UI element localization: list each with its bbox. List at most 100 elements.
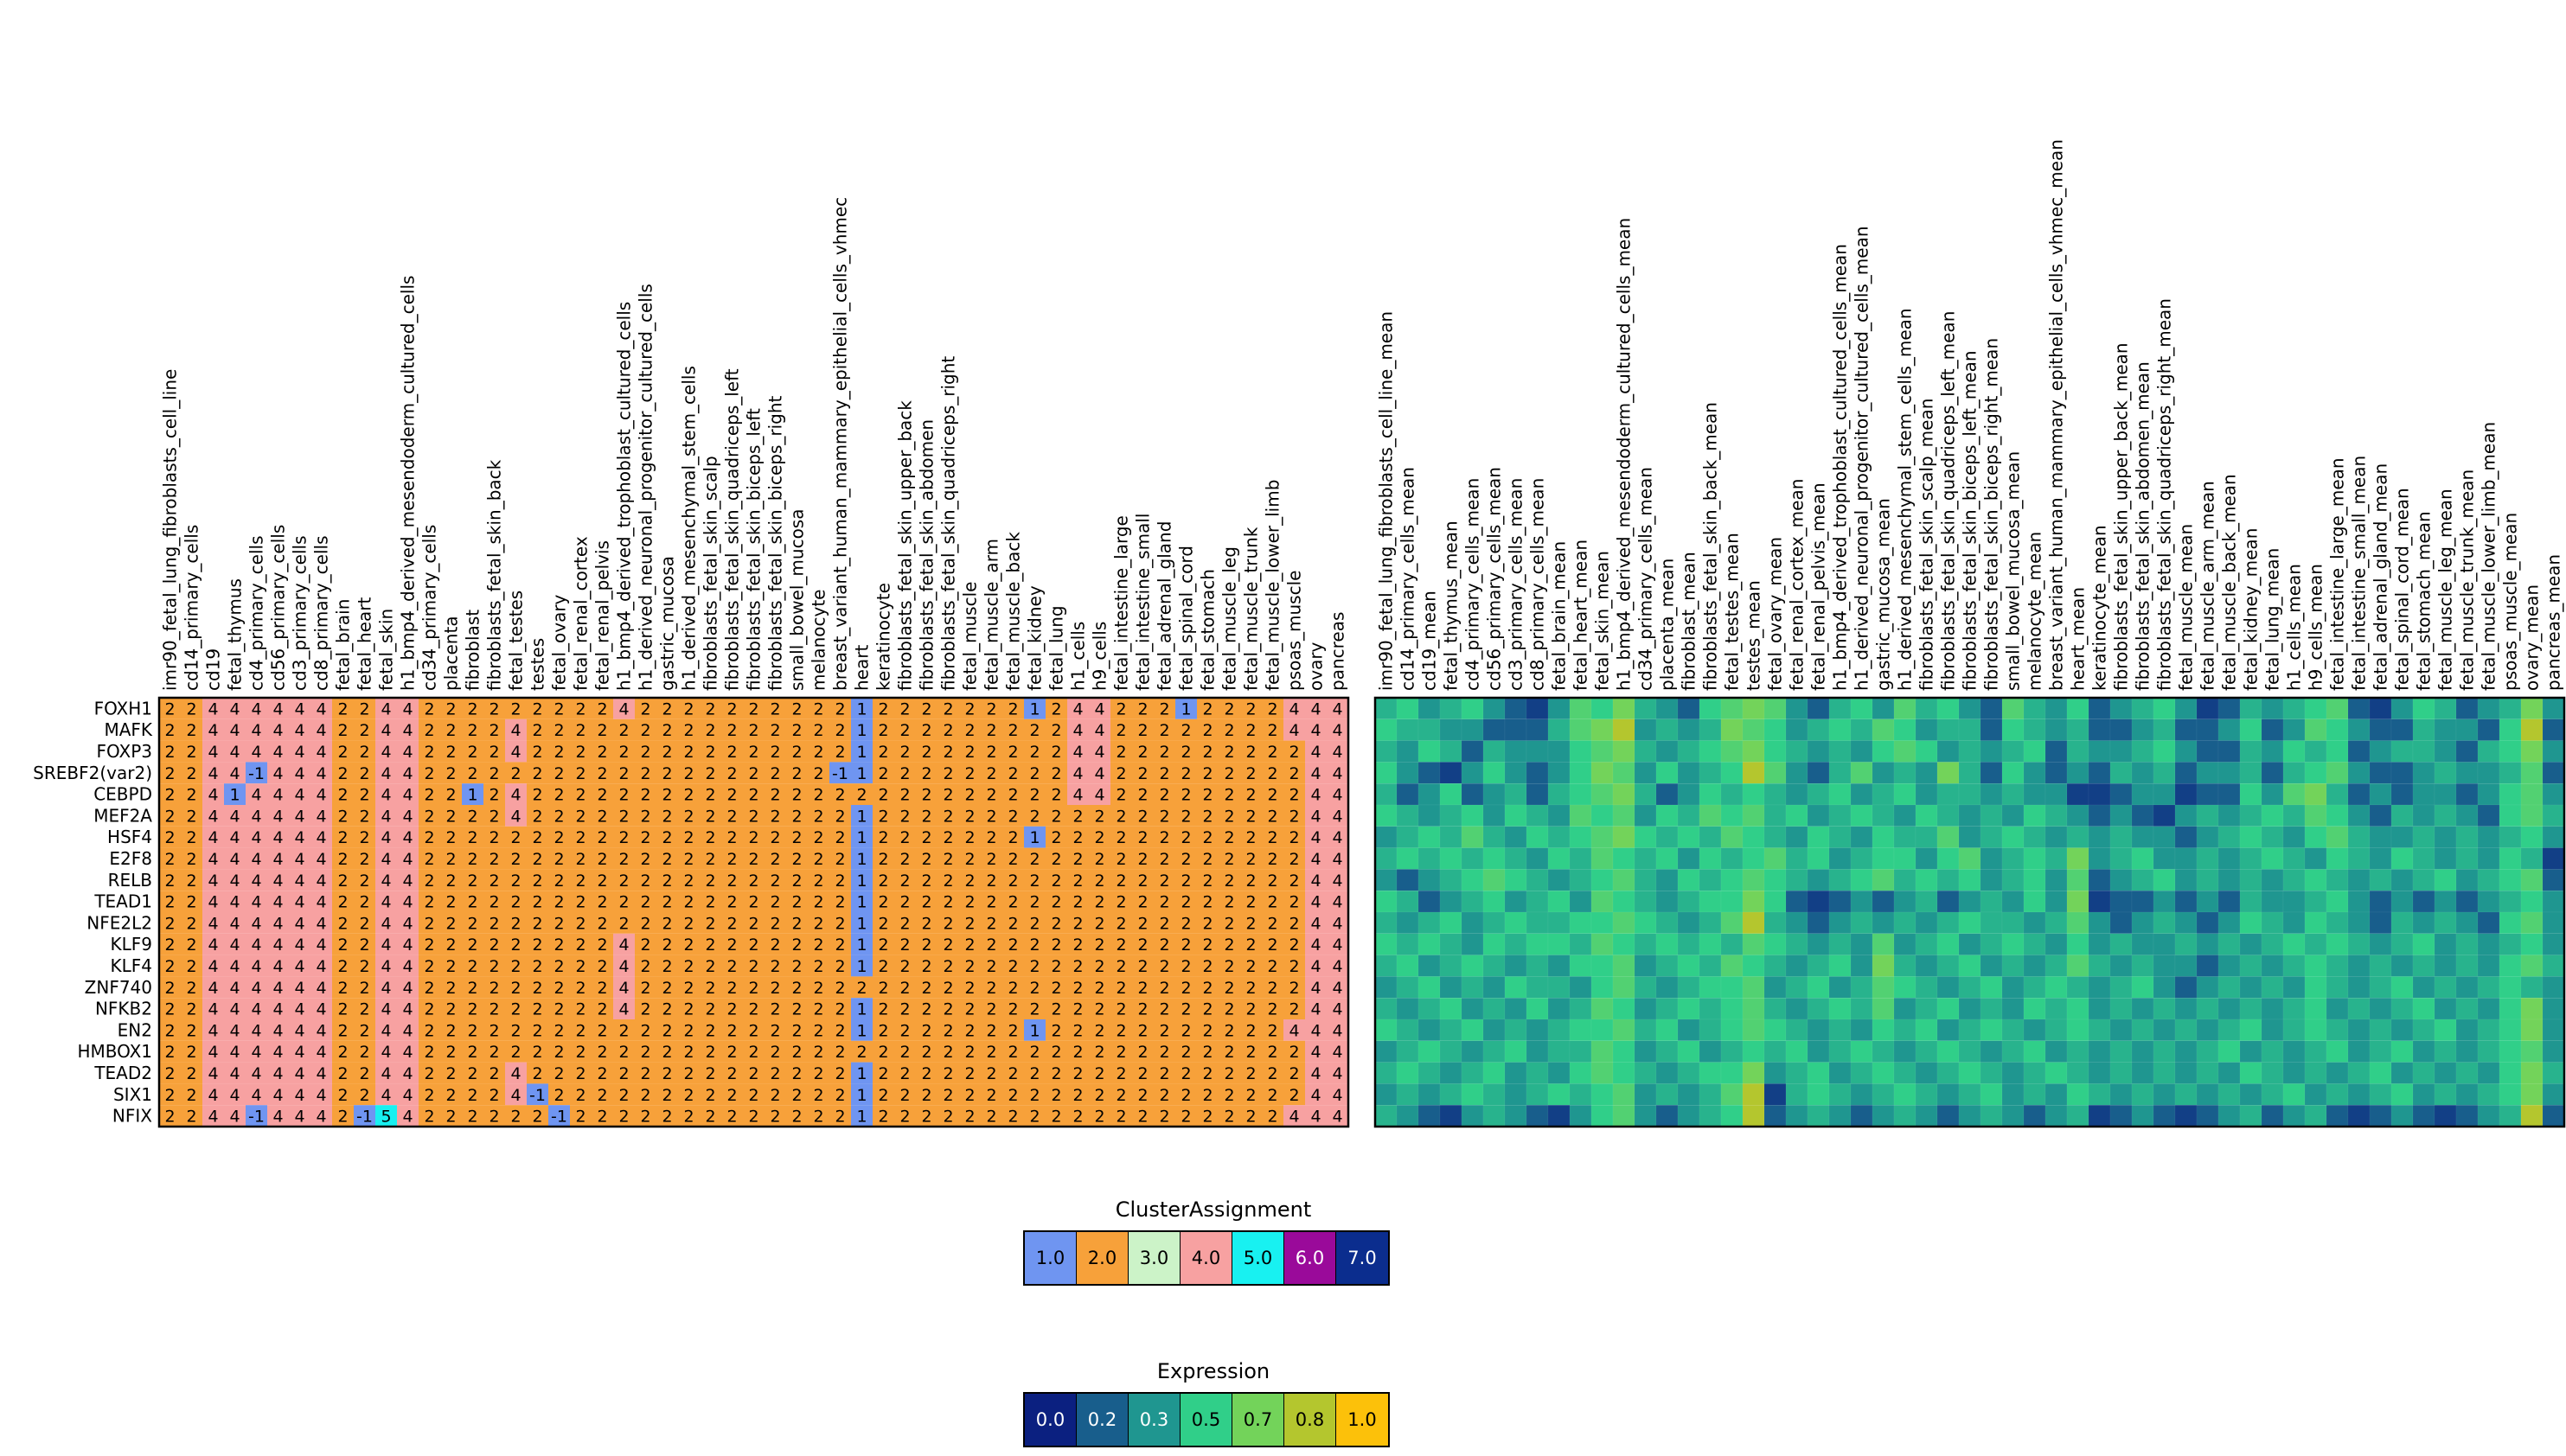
expression-cell	[1980, 847, 2003, 870]
cluster-cell	[700, 891, 721, 912]
expression-cell	[1439, 1040, 1462, 1063]
cluster-cell	[592, 783, 613, 805]
cluster-cell-label: 2	[554, 936, 564, 955]
cluster-cell-label: 2	[1008, 807, 1018, 826]
cluster-cell	[700, 998, 721, 1019]
cluster-cell-label: 2	[424, 1064, 434, 1083]
expression-cell	[2174, 762, 2198, 784]
cluster-cell-label: 2	[683, 979, 694, 998]
cluster-cell-label: 2	[640, 936, 650, 955]
expression-cell	[1720, 933, 1744, 955]
cluster-cell	[224, 1019, 246, 1041]
expression-cell	[2088, 697, 2111, 720]
cluster-cell	[1283, 762, 1305, 784]
cluster-cell	[721, 762, 743, 784]
expression-cell	[1439, 826, 1462, 848]
expression-cell	[2455, 1083, 2479, 1106]
row-label: MEF2A	[93, 805, 152, 826]
cluster-cell-label: 2	[835, 699, 845, 718]
cluster-cell	[1110, 1040, 1132, 1063]
expression-cell	[1417, 890, 1441, 913]
cluster-cell	[1262, 847, 1283, 870]
expression-cell	[1526, 1062, 1549, 1084]
cluster-cell	[743, 976, 765, 999]
expression-cell	[1504, 976, 1527, 999]
expression-cell	[1936, 1083, 1960, 1106]
cluster-cell	[1002, 1062, 1024, 1084]
cluster-cell	[1024, 762, 1046, 784]
cluster-cell-label: 2	[683, 914, 694, 933]
cluster-cell-label: 2	[683, 699, 694, 718]
cluster-cell-label: 2	[337, 786, 348, 805]
expression-cell	[1439, 1062, 1462, 1084]
cluster-cell-label: 2	[1029, 721, 1040, 740]
cluster-cell-label: 2	[1116, 979, 1126, 998]
expression-cell	[2326, 826, 2349, 848]
cluster-column-label: breast_variant_human_mammary_epithelial_…	[830, 197, 851, 691]
expression-column-label: fetal_renal_cortex_mean	[1787, 479, 1808, 691]
cluster-cell	[289, 805, 310, 827]
cluster-cell-label: 2	[1245, 828, 1256, 847]
expression-cell	[1439, 976, 1462, 999]
expression-cell	[2066, 955, 2089, 977]
expression-cell	[1936, 762, 1960, 784]
cluster-cell	[1089, 740, 1110, 763]
cluster-cell	[440, 740, 462, 763]
cluster-cell	[959, 826, 981, 848]
cluster-cell-label: 2	[1072, 828, 1083, 847]
expression-cell	[1569, 1040, 1592, 1063]
expression-cell	[1720, 826, 1744, 848]
expression-cell	[2326, 933, 2349, 955]
cluster-cell-label: 2	[1008, 1086, 1018, 1105]
expression-cell	[2412, 804, 2435, 827]
cluster-cell-label: 2	[575, 1043, 586, 1062]
expression-cell	[2304, 911, 2327, 935]
expression-cell	[1569, 1019, 1592, 1042]
cluster-cell-label: 2	[640, 764, 650, 783]
cluster-cell	[548, 762, 570, 784]
expression-cell	[2066, 782, 2089, 806]
expression-cell	[2261, 697, 2284, 720]
cluster-cell	[959, 762, 981, 784]
expression-cell	[1526, 869, 1549, 891]
cluster-column-label: fetal_skin	[376, 609, 397, 691]
cluster-column-label: fetal_muscle_lower_limb	[1263, 480, 1283, 691]
expression-cell	[2001, 976, 2025, 999]
cluster-cell-label: 4	[316, 1021, 326, 1040]
cluster-cell	[916, 1105, 937, 1127]
cluster-cell	[635, 826, 656, 848]
cluster-cell	[397, 698, 419, 719]
expression-cell	[1569, 933, 1592, 955]
cluster-cell	[1175, 718, 1197, 741]
cluster-cell-label: 2	[878, 893, 888, 912]
expression-cell	[2174, 933, 2198, 955]
cluster-cell	[224, 976, 246, 999]
expression-cell	[1504, 997, 1527, 1020]
cluster-cell	[267, 783, 289, 805]
cluster-cell-label: 2	[489, 936, 499, 955]
cluster-cell	[635, 998, 656, 1019]
expression-cell	[2217, 976, 2241, 999]
expression-cell	[1980, 1019, 2003, 1042]
cluster-cell-label: 2	[1181, 1043, 1191, 1062]
expression-cell	[1850, 869, 1873, 891]
cluster-cell-label: 2	[1245, 1000, 1256, 1019]
expression-cell	[1720, 1040, 1744, 1063]
expression-cell	[1807, 782, 1830, 806]
cluster-cell	[592, 1105, 613, 1127]
expression-cell	[2196, 1104, 2219, 1127]
cluster-cell-label: 2	[359, 828, 369, 847]
cluster-cell-label: 2	[856, 1043, 867, 1062]
cluster-cell	[721, 1105, 743, 1127]
cluster-cell	[743, 933, 765, 955]
expression-cell	[1828, 1040, 1852, 1063]
expression-cell	[2455, 1104, 2479, 1127]
cluster-cell	[462, 1062, 483, 1084]
cluster-cell	[354, 1040, 375, 1063]
cluster-cell-label: 4	[1332, 1000, 1342, 1019]
expression-cell	[1742, 1083, 1765, 1106]
cluster-cell-label: 4	[1310, 1000, 1321, 1019]
cluster-cell	[202, 783, 224, 805]
cluster-cell-label: 4	[294, 828, 304, 847]
cluster-cell-label: 2	[510, 979, 521, 998]
